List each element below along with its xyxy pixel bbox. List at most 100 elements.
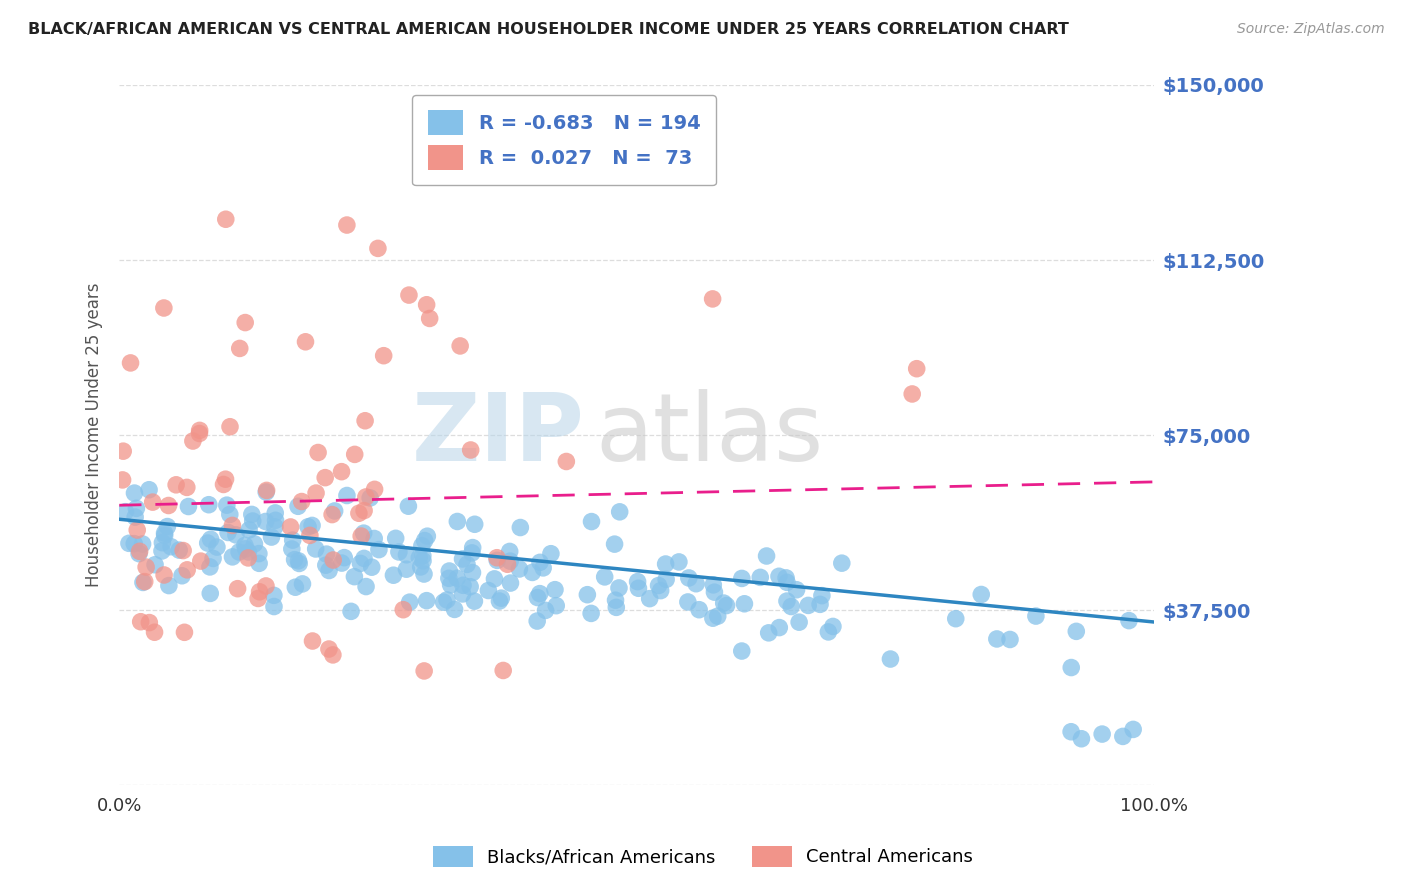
Point	[676, 595, 699, 609]
Point	[576, 588, 599, 602]
Point	[419, 311, 441, 326]
Point	[138, 483, 160, 497]
Point	[451, 587, 474, 601]
Point	[333, 550, 356, 565]
Point	[412, 554, 434, 568]
Point	[1118, 614, 1140, 628]
Legend: R = -0.683   N = 194, R =  0.027   N =  73: R = -0.683 N = 194, R = 0.027 N = 73	[412, 95, 716, 186]
Point	[128, 544, 150, 558]
Point	[288, 557, 311, 571]
Point	[626, 574, 648, 589]
Point	[321, 508, 343, 522]
Point	[446, 571, 468, 585]
Point	[336, 218, 359, 232]
Point	[153, 528, 176, 542]
Point	[496, 558, 519, 572]
Point	[486, 553, 509, 567]
Point	[460, 442, 482, 457]
Point	[264, 513, 287, 527]
Point	[198, 560, 221, 574]
Point	[322, 553, 344, 567]
Point	[150, 544, 173, 558]
Point	[314, 470, 336, 484]
Point	[398, 595, 420, 609]
Point	[488, 594, 510, 608]
Point	[392, 603, 415, 617]
Point	[264, 520, 287, 534]
Point	[359, 491, 381, 505]
Point	[127, 523, 149, 537]
Point	[291, 494, 314, 508]
Point	[221, 518, 243, 533]
Point	[256, 483, 278, 498]
Point	[323, 504, 346, 518]
Point	[395, 562, 418, 576]
Point	[970, 587, 993, 601]
Text: atlas: atlas	[595, 389, 824, 481]
Point	[749, 570, 772, 584]
Point	[776, 575, 799, 590]
Point	[353, 551, 375, 566]
Point	[731, 644, 754, 658]
Point	[173, 625, 195, 640]
Point	[170, 568, 193, 582]
Point	[713, 596, 735, 610]
Point	[499, 576, 522, 591]
Point	[122, 536, 145, 550]
Point	[413, 567, 436, 582]
Point	[284, 552, 307, 566]
Point	[1060, 660, 1083, 674]
Point	[124, 510, 146, 524]
Point	[301, 634, 323, 648]
Point	[157, 499, 180, 513]
Point	[449, 339, 471, 353]
Legend: Blacks/African Americans, Central Americans: Blacks/African Americans, Central Americ…	[426, 838, 980, 874]
Point	[485, 550, 508, 565]
Point	[247, 547, 270, 561]
Point	[225, 528, 247, 542]
Point	[1122, 723, 1144, 737]
Point	[247, 557, 270, 571]
Point	[416, 529, 439, 543]
Point	[120, 356, 142, 370]
Point	[808, 598, 831, 612]
Point	[768, 621, 790, 635]
Text: ZIP: ZIP	[412, 389, 585, 481]
Point	[131, 537, 153, 551]
Point	[831, 556, 853, 570]
Point	[780, 599, 803, 614]
Point	[343, 447, 366, 461]
Point	[305, 541, 328, 556]
Point	[135, 560, 157, 574]
Point	[526, 614, 548, 628]
Point	[240, 508, 263, 522]
Point	[534, 603, 557, 617]
Point	[817, 624, 839, 639]
Point	[176, 480, 198, 494]
Point	[263, 588, 285, 602]
Point	[768, 569, 790, 583]
Point	[322, 648, 344, 662]
Point	[235, 541, 257, 556]
Point	[287, 500, 309, 514]
Point	[254, 579, 277, 593]
Point	[157, 578, 180, 592]
Point	[540, 547, 562, 561]
Point	[254, 485, 277, 500]
Point	[546, 599, 568, 613]
Point	[702, 578, 724, 592]
Point	[775, 571, 797, 585]
Point	[1070, 731, 1092, 746]
Point	[118, 536, 141, 550]
Point	[212, 477, 235, 491]
Point	[354, 414, 377, 428]
Point	[411, 539, 433, 553]
Point	[678, 571, 700, 585]
Point	[786, 582, 808, 597]
Point	[461, 546, 484, 560]
Point	[128, 547, 150, 561]
Point	[281, 541, 304, 556]
Point	[1060, 724, 1083, 739]
Point	[249, 584, 271, 599]
Point	[305, 486, 328, 500]
